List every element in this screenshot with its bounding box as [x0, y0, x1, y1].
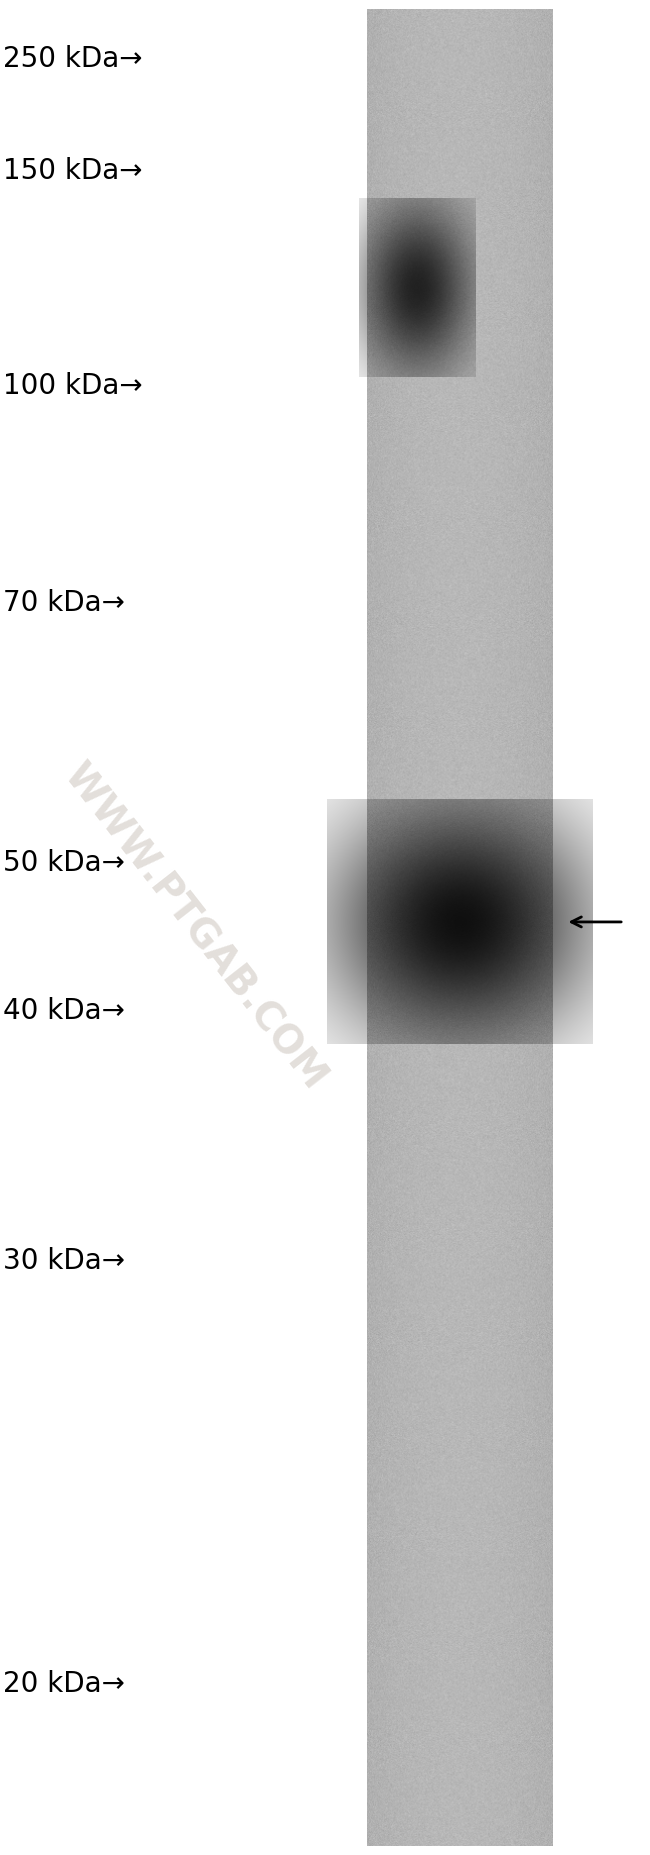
Text: 30 kDa→: 30 kDa→ [3, 1247, 125, 1276]
Text: 150 kDa→: 150 kDa→ [3, 156, 143, 186]
Text: 100 kDa→: 100 kDa→ [3, 371, 143, 401]
Text: 50 kDa→: 50 kDa→ [3, 848, 125, 877]
Text: WWW.PTGAB.COM: WWW.PTGAB.COM [56, 757, 334, 1098]
Text: 40 kDa→: 40 kDa→ [3, 996, 125, 1026]
Text: 20 kDa→: 20 kDa→ [3, 1670, 125, 1699]
Text: 70 kDa→: 70 kDa→ [3, 588, 125, 618]
Text: 250 kDa→: 250 kDa→ [3, 45, 143, 74]
